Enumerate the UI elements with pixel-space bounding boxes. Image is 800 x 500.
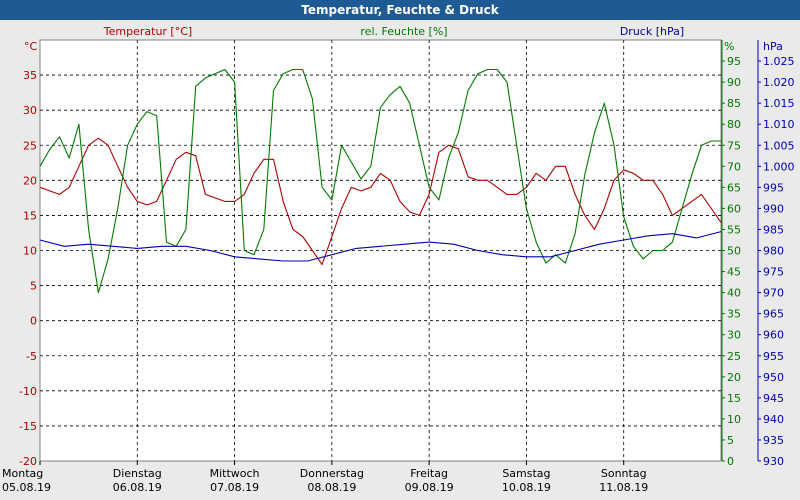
tick-label-pressure: 990 xyxy=(763,202,784,215)
tick-label-pressure: 1.025 xyxy=(763,55,795,68)
series-line-humidity xyxy=(39,68,721,294)
tick-label-pressure: 965 xyxy=(763,308,784,321)
tick-label-pressure: 970 xyxy=(763,287,784,300)
legend-temperature: Temperatur [°C] xyxy=(103,25,192,38)
tick-label-pressure: 935 xyxy=(763,434,784,447)
tick-label-pressure: 1.015 xyxy=(763,97,795,110)
tick-label-pressure: 955 xyxy=(763,350,784,363)
day-name-label: Sonntag xyxy=(601,467,647,480)
series-line-temperature xyxy=(39,137,722,266)
tick-label-temperature: 35 xyxy=(23,69,37,82)
tick-label-temperature: 5 xyxy=(30,280,37,293)
tick-label-pressure: 940 xyxy=(763,413,784,426)
legend-pressure: Druck [hPa] xyxy=(620,25,684,38)
tick-label-humidity: 55 xyxy=(727,223,741,236)
tick-label-temperature: -5 xyxy=(26,350,37,363)
tick-label-temperature: -20 xyxy=(19,455,37,468)
tick-label-temperature: 25 xyxy=(23,139,37,152)
series-line-pressure xyxy=(39,231,722,262)
day-date-label: 10.08.19 xyxy=(502,481,551,494)
tick-label-humidity: 90 xyxy=(727,76,741,89)
left-axis-temperature: -20 -15 -10 -5 0 5 10 15 20 25 30 35 xyxy=(19,69,37,468)
tick-label-pressure: 980 xyxy=(763,245,784,258)
tick-label-humidity: 30 xyxy=(727,329,741,342)
tick-label-humidity: 65 xyxy=(727,181,741,194)
tick-label-pressure: 975 xyxy=(763,266,784,279)
day-name-label: Dienstag xyxy=(113,467,162,480)
tick-label-humidity: 95 xyxy=(727,55,741,68)
series-lines xyxy=(39,68,722,294)
tick-label-temperature: 20 xyxy=(23,174,37,187)
tick-label-humidity: 40 xyxy=(727,287,741,300)
tick-label-temperature: 0 xyxy=(30,315,37,328)
tick-label-pressure: 985 xyxy=(763,223,784,236)
unit-humidity: % xyxy=(724,40,734,53)
right-axis-pressure: 930 935 940 945 950 955 960 965 970 975 980 985 990 9… xyxy=(757,40,795,468)
day-date-label: 09.08.19 xyxy=(405,481,454,494)
tick-label-temperature: -15 xyxy=(19,420,37,433)
weather-chart: -20 -15 -10 -5 0 5 10 15 20 25 30 35 0 5 10 15 20 25 30 35… xyxy=(2,25,795,494)
tick-label-temperature: 15 xyxy=(23,209,37,222)
tick-label-humidity: 80 xyxy=(727,118,741,131)
day-name-label: Donnerstag xyxy=(300,467,364,480)
tick-label-humidity: 10 xyxy=(727,413,741,426)
unit-temperature: °C xyxy=(24,40,38,53)
tick-label-temperature: 30 xyxy=(23,104,37,117)
tick-label-temperature: 10 xyxy=(23,245,37,258)
tick-label-pressure: 950 xyxy=(763,371,784,384)
grid-lines xyxy=(40,40,721,461)
tick-label-humidity: 75 xyxy=(727,139,741,152)
unit-pressure: hPa xyxy=(763,40,783,53)
day-date-label: 08.08.19 xyxy=(307,481,356,494)
tick-label-humidity: 50 xyxy=(727,245,741,258)
tick-label-temperature: -10 xyxy=(19,385,37,398)
tick-label-pressure: 945 xyxy=(763,392,784,405)
day-name-label: Samstag xyxy=(502,467,550,480)
tick-label-pressure: 995 xyxy=(763,181,784,194)
tick-label-pressure: 930 xyxy=(763,455,784,468)
tick-label-humidity: 0 xyxy=(727,455,734,468)
tick-label-humidity: 5 xyxy=(727,434,734,447)
tick-label-humidity: 15 xyxy=(727,392,741,405)
day-date-label: 11.08.19 xyxy=(599,481,648,494)
tick-label-humidity: 70 xyxy=(727,160,741,173)
day-name-label: Mittwoch xyxy=(210,467,260,480)
tick-label-humidity: 85 xyxy=(727,97,741,110)
tick-label-pressure: 960 xyxy=(763,329,784,342)
day-date-label: 06.08.19 xyxy=(113,481,162,494)
tick-label-humidity: 35 xyxy=(727,308,741,321)
tick-label-pressure: 1.005 xyxy=(763,139,795,152)
tick-label-humidity: 25 xyxy=(727,350,741,363)
tick-label-humidity: 20 xyxy=(727,371,741,384)
window-title: Temperatur, Feuchte & Druck xyxy=(0,0,800,20)
tick-label-pressure: 1.000 xyxy=(763,160,795,173)
right-axis-humidity: 0 5 10 15 20 25 30 35 40 45 50 55 60 65 70 75 80 85 90 95 xyxy=(721,40,741,468)
tick-label-humidity: 60 xyxy=(727,202,741,215)
legend-humidity: rel. Feuchte [%] xyxy=(360,25,447,38)
tick-label-pressure: 1.020 xyxy=(763,76,795,89)
tick-label-pressure: 1.010 xyxy=(763,118,795,131)
day-date-label: 07.08.19 xyxy=(210,481,259,494)
day-name-label: Montag xyxy=(2,467,43,480)
day-date-label: 05.08.19 xyxy=(2,481,51,494)
tick-label-humidity: 45 xyxy=(727,266,741,279)
day-name-label: Freitag xyxy=(410,467,448,480)
